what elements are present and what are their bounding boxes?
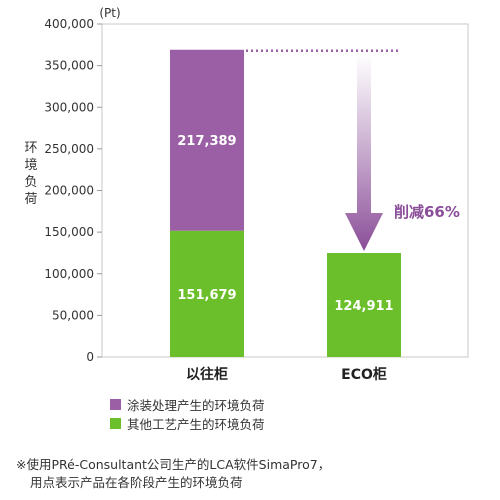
y-tick-label: 0 — [86, 350, 94, 364]
reduction-arrow-icon — [345, 53, 383, 252]
x-category-label: ECO柜 — [341, 366, 387, 383]
bar-value-label: 151,679 — [177, 288, 236, 303]
x-category-label: 以往柜 — [186, 366, 228, 383]
legend-swatch-painting — [110, 399, 121, 410]
y-tick-label: 100,000 — [44, 267, 94, 281]
bar-0-0 — [170, 230, 244, 357]
legend-label-painting: 涂装处理产生的环境负荷 — [127, 398, 265, 413]
footnote: ※使用PRé-Consultant公司生产的LCA软件SimaPro7， 用点表… — [16, 456, 330, 492]
footnote-line-2: 用点表示产品在各阶段产生的环境负荷 — [30, 475, 243, 490]
legend-item-painting: 涂装处理产生的环境负荷 — [110, 395, 265, 414]
y-tick-label: 300,000 — [44, 100, 94, 114]
reduction-annotation: 削减66% — [394, 203, 460, 221]
y-unit-label: (Pt) — [99, 6, 120, 20]
stacked-bar-chart: 0 50,000 100,000 150,000 200,000 250,000 300,0… — [24, 6, 469, 383]
legend-item-other: 其他工艺产生的环境负荷 — [110, 414, 265, 433]
footnote-line-1: ※使用PRé-Consultant公司生产的LCA软件SimaPro7， — [16, 457, 331, 472]
legend-swatch-other — [110, 418, 121, 429]
plot-frame — [101, 23, 469, 358]
y-tick-label: 150,000 — [44, 225, 94, 239]
y-tick-label: 350,000 — [44, 59, 94, 73]
legend: 涂装处理产生的环境负荷 其他工艺产生的环境负荷 — [110, 395, 265, 433]
bar-1-0 — [170, 49, 244, 231]
y-tick-label: 50,000 — [52, 308, 94, 322]
legend-label-other: 其他工艺产生的环境负荷 — [127, 417, 265, 432]
bar-value-label: 217,389 — [177, 134, 236, 149]
y-axis-label: 环境负荷 — [24, 141, 37, 207]
y-tick-label: 200,000 — [44, 184, 94, 198]
y-tick-label: 250,000 — [44, 142, 94, 156]
bar-value-label: 124,911 — [334, 299, 393, 314]
bar-0-1 — [327, 253, 401, 357]
y-tick-label: 400,000 — [44, 17, 94, 31]
